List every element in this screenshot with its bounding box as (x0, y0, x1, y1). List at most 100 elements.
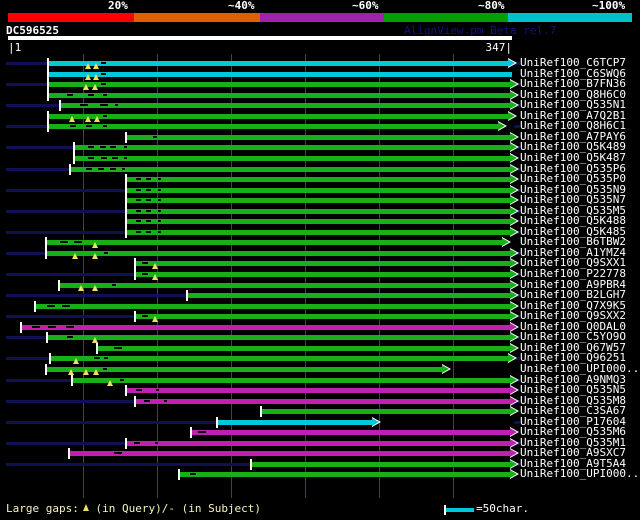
alignment-bar[interactable] (46, 240, 502, 246)
alignment-row[interactable] (0, 205, 640, 217)
alignment-row[interactable] (0, 469, 640, 481)
alignment-bar[interactable] (50, 356, 508, 362)
alignment-row[interactable] (0, 68, 640, 80)
hit-label[interactable]: UniRef100_P17604 (520, 414, 626, 428)
alignment-bar[interactable] (21, 324, 510, 330)
alignment-row[interactable] (0, 131, 640, 143)
alignment-bar[interactable] (97, 345, 510, 351)
alignment-row[interactable] (0, 184, 640, 196)
hit-label[interactable]: UniRef100_Q0DAL0 (520, 319, 626, 333)
alignment-bar[interactable] (126, 208, 510, 214)
alignment-bar[interactable] (46, 250, 510, 256)
alignment-bar[interactable] (126, 229, 510, 235)
alignment-row[interactable] (0, 269, 640, 280)
alignment-bar[interactable] (251, 461, 510, 467)
alignment-bar[interactable] (47, 335, 510, 341)
alignment-bar[interactable] (126, 219, 510, 225)
hit-label[interactable]: UniRef100_Q7X9K5 (520, 298, 626, 312)
alignment-row[interactable] (0, 174, 640, 186)
alignment-bar[interactable] (179, 472, 510, 478)
alignment-row[interactable] (0, 427, 640, 439)
alignment-row[interactable] (0, 152, 640, 164)
hit-label[interactable]: UniRef100_Q535P6 (520, 161, 626, 175)
alignment-bar[interactable] (46, 366, 442, 372)
hit-label[interactable]: UniRef100_Q535M8 (520, 393, 626, 407)
hit-label[interactable]: UniRef100_UPI000.. (520, 361, 640, 375)
alignment-row[interactable] (0, 395, 640, 407)
alignment-row[interactable] (0, 195, 640, 207)
alignment-bar[interactable] (74, 145, 510, 151)
alignment-row[interactable] (0, 121, 640, 133)
hit-label[interactable]: UniRef100_C5YO9O (520, 330, 626, 344)
alignment-row[interactable] (0, 237, 640, 249)
alignment-row[interactable] (0, 385, 640, 397)
alignment-row[interactable] (0, 58, 640, 69)
alignment-row[interactable] (0, 226, 640, 238)
alignment-row[interactable] (0, 100, 640, 112)
alignment-row[interactable] (0, 216, 640, 228)
alignment-bar[interactable] (47, 82, 510, 88)
alignment-bar[interactable] (47, 113, 508, 119)
alignment-row[interactable] (0, 79, 640, 91)
hit-label[interactable]: UniRef100_Q535N7 (520, 193, 626, 207)
hit-label[interactable]: UniRef100_B6TBW2 (520, 235, 626, 249)
hit-label[interactable]: UniRef100_Q535M1 (520, 435, 626, 449)
hit-label[interactable]: UniRef100_Q5K489 (520, 140, 626, 154)
hit-label[interactable]: UniRef100_A9T5A4 (520, 456, 626, 470)
alignment-row[interactable] (0, 142, 640, 154)
hit-label[interactable]: UniRef100_A7Q2B1 (520, 108, 626, 122)
alignment-bar[interactable] (60, 103, 510, 109)
alignment-bar[interactable] (135, 398, 510, 404)
alignment-row[interactable] (0, 406, 640, 418)
hit-label[interactable]: UniRef100_A7PAY6 (520, 129, 626, 143)
hit-label[interactable]: UniRef100_A9NMQ3 (520, 372, 626, 386)
hit-label[interactable]: UniRef100_Q535N5 (520, 383, 626, 397)
alignment-row[interactable] (0, 163, 640, 175)
hit-label[interactable]: UniRef100_Q535N9 (520, 182, 626, 196)
alignment-row[interactable] (0, 279, 640, 291)
alignment-row[interactable] (0, 353, 640, 365)
alignment-bar[interactable] (191, 430, 510, 436)
alignment-bar[interactable] (74, 155, 510, 161)
alignment-row[interactable] (0, 332, 640, 344)
alignment-bar[interactable] (126, 177, 510, 183)
alignment-bar[interactable] (69, 451, 510, 457)
alignment-row[interactable] (0, 110, 640, 122)
alignment-bar[interactable] (47, 71, 512, 77)
alignment-row[interactable] (0, 300, 640, 312)
alignment-row[interactable] (0, 437, 640, 449)
alignment-bar[interactable] (59, 282, 510, 288)
hit-label[interactable]: UniRef100_Q535N1 (520, 98, 626, 112)
hit-label[interactable]: UniRef100_A1YMZ4 (520, 245, 626, 259)
hit-label[interactable]: UniRef100_Q9SXX1 (520, 256, 626, 270)
hit-label[interactable]: UniRef100_Q5K487 (520, 150, 626, 164)
hit-label[interactable]: UniRef100_A9PBR4 (520, 277, 626, 291)
hit-label[interactable]: UniRef100_C6TCP7 (520, 56, 626, 69)
alignment-bar[interactable] (135, 314, 510, 320)
alignment-bar[interactable] (35, 303, 510, 309)
alignment-bar[interactable] (47, 124, 498, 130)
hit-label[interactable]: UniRef100_Q535M6 (520, 425, 626, 439)
hit-label[interactable]: UniRef100_A9SXC7 (520, 446, 626, 460)
alignment-bar[interactable] (70, 166, 510, 172)
alignment-bar[interactable] (217, 419, 372, 425)
hit-label[interactable]: UniRef100_B2LGH7 (520, 288, 626, 302)
alignment-row[interactable] (0, 89, 640, 101)
alignment-bar[interactable] (261, 409, 510, 415)
hit-label[interactable]: UniRef100_Q535P0 (520, 172, 626, 186)
hit-label[interactable]: UniRef100_Q5K488 (520, 214, 626, 228)
alignment-row[interactable] (0, 321, 640, 333)
alignment-row[interactable] (0, 258, 640, 270)
alignment-bar[interactable] (47, 61, 508, 66)
hit-label[interactable]: UniRef100_Q96251 (520, 351, 626, 365)
alignment-bar[interactable] (126, 187, 510, 193)
alignment-row[interactable] (0, 247, 640, 259)
hit-label[interactable]: UniRef100_Q5K485 (520, 224, 626, 238)
alignment-bar[interactable] (47, 92, 510, 98)
hit-label[interactable]: UniRef100_Q8H6C1 (520, 119, 626, 133)
alignment-bar[interactable] (126, 198, 510, 204)
alignment-row[interactable] (0, 363, 640, 375)
alignment-bar[interactable] (135, 261, 510, 267)
alignment-bar[interactable] (126, 440, 510, 446)
alignment-row[interactable] (0, 448, 640, 460)
